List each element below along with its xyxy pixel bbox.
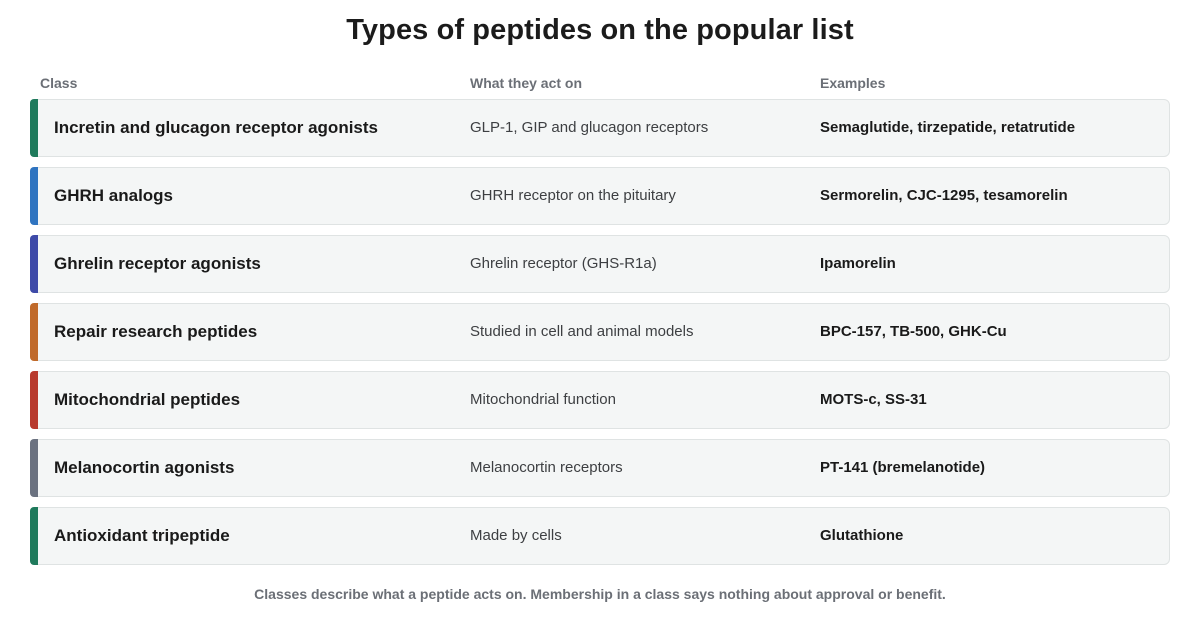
table-row: Mitochondrial peptides Mitochondrial fun… [30, 371, 1170, 429]
column-header-class: Class [40, 75, 78, 91]
class-name: Melanocortin agonists [54, 458, 235, 477]
row-color-bar [30, 99, 38, 157]
column-header-acts-on: What they act on [470, 75, 583, 91]
table-header: Class What they act on Examples [0, 75, 1200, 93]
examples-text: Glutathione [820, 527, 904, 544]
examples-text: Semaglutide, tirzepatide, retatrutide [820, 119, 1076, 136]
class-name: Mitochondrial peptides [54, 390, 241, 409]
table-row: Ghrelin receptor agonists Ghrelin recept… [30, 235, 1170, 293]
table-row: Antioxidant tripeptide Made by cells Glu… [30, 507, 1170, 565]
examples-text: MOTS-c, SS-31 [820, 391, 927, 408]
table-row: Repair research peptides Studied in cell… [30, 303, 1170, 361]
row-color-bar [30, 507, 38, 565]
examples-text: Sermorelin, CJC-1295, tesamorelin [820, 187, 1068, 204]
row-color-bar [30, 167, 38, 225]
table-row: Incretin and glucagon receptor agonists … [30, 99, 1170, 157]
examples-text: Ipamorelin [820, 255, 896, 272]
page-title: Types of peptides on the popular list [346, 14, 854, 46]
footnote: Classes describe what a peptide acts on.… [254, 586, 946, 602]
row-color-bar [30, 235, 38, 293]
column-header-examples: Examples [820, 75, 886, 91]
class-name: GHRH analogs [54, 186, 174, 205]
acts-on-text: GLP-1, GIP and glucagon receptors [470, 119, 709, 136]
examples-text: BPC-157, TB-500, GHK-Cu [820, 323, 1007, 340]
acts-on-text: Ghrelin receptor (GHS-R1a) [470, 255, 657, 272]
acts-on-text: Studied in cell and animal models [470, 323, 694, 340]
peptide-class-table: Incretin and glucagon receptor agonists … [30, 99, 1170, 575]
class-name: Antioxidant tripeptide [54, 526, 230, 545]
class-name: Repair research peptides [54, 322, 258, 341]
examples-text: PT-141 (bremelanotide) [820, 459, 986, 476]
table-row: Melanocortin agonists Melanocortin recep… [30, 439, 1170, 497]
row-color-bar [30, 303, 38, 361]
row-color-bar [30, 439, 38, 497]
acts-on-text: GHRH receptor on the pituitary [470, 187, 676, 204]
row-color-bar [30, 371, 38, 429]
class-name: Ghrelin receptor agonists [54, 254, 261, 273]
acts-on-text: Mitochondrial function [470, 391, 616, 408]
class-name: Incretin and glucagon receptor agonists [54, 118, 378, 137]
table-row: GHRH analogs GHRH receptor on the pituit… [30, 167, 1170, 225]
acts-on-text: Melanocortin receptors [470, 459, 623, 476]
acts-on-text: Made by cells [470, 527, 562, 544]
